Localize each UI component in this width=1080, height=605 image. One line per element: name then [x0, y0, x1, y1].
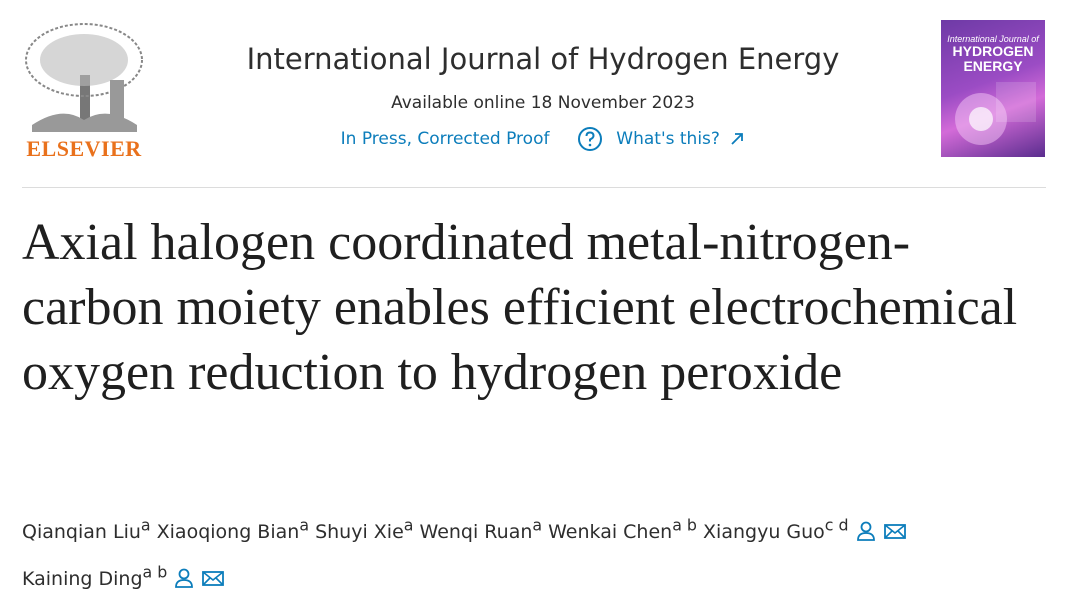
icon-part — [860, 521, 871, 533]
author-name[interactable]: Kaining Ding — [22, 567, 143, 590]
author-name[interactable]: Qianqian Liu — [22, 521, 141, 544]
author: Shuyi Xiea — [315, 516, 413, 544]
status-link[interactable]: In Press, Corrected Proof — [340, 129, 550, 149]
affiliation-marks: a b — [142, 562, 168, 582]
author-profile-icon[interactable] — [855, 520, 877, 542]
author-email-icon[interactable] — [883, 520, 907, 542]
author: Wenkai Chena b — [548, 516, 697, 544]
publisher-name: ELSEVIER — [26, 136, 142, 161]
affiliation-marks: a — [140, 516, 151, 535]
author: Kaining Dinga b — [22, 562, 225, 590]
author-list: Qianqian Liua Xiaoqiong Biana Shuyi Xiea… — [22, 506, 922, 599]
help-icon[interactable] — [577, 126, 603, 152]
article-title: Axial halogen coordinated metal-nitrogen… — [22, 214, 1018, 401]
icon-part — [178, 568, 190, 580]
icon-part — [884, 524, 906, 539]
help-link[interactable]: What's this? — [616, 129, 720, 149]
affiliation-marks: a — [532, 516, 543, 535]
icon-part — [856, 532, 875, 542]
author: Xiangyu Guoc d — [703, 516, 907, 544]
icon-part — [883, 524, 906, 540]
journal-cover[interactable]: International Journal of HYDROGEN ENERGY — [941, 20, 1045, 157]
affiliation-marks: c d — [824, 516, 849, 535]
cover-art — [955, 82, 1036, 145]
icon-part — [202, 570, 225, 586]
external-icon — [731, 133, 744, 145]
cover-line: International Journal of — [947, 34, 1039, 44]
icon-part — [175, 578, 194, 588]
author-name[interactable]: Wenqi Ruan — [419, 521, 533, 544]
affiliation-marks: a — [403, 516, 414, 535]
divider — [22, 187, 1046, 188]
affiliation-marks: a — [299, 516, 310, 535]
author: Qianqian Liua — [22, 516, 151, 544]
author-email-icon[interactable] — [201, 567, 225, 589]
affiliation-marks: a b — [672, 516, 697, 535]
author: Wenqi Ruana — [419, 516, 543, 544]
icon-part — [202, 571, 224, 586]
journal-title[interactable]: International Journal of Hydrogen Energy — [246, 42, 840, 76]
availability: Available online 18 November 2023 — [391, 93, 695, 113]
author-name[interactable]: Xiangyu Guo — [703, 521, 825, 544]
author: Xiaoqiong Biana — [156, 516, 309, 544]
author-name[interactable]: Xiaoqiong Bian — [156, 521, 300, 544]
author-profile-icon[interactable] — [173, 567, 195, 589]
cover-line: HYDROGEN — [952, 43, 1034, 59]
status-bar: In Press, Corrected Proof What's this? — [180, 126, 906, 152]
publisher-logo — [25, 23, 143, 132]
cover-line: ENERGY — [963, 58, 1023, 74]
author-name[interactable]: Wenkai Chen — [548, 521, 673, 544]
author-name[interactable]: Shuyi Xie — [315, 521, 404, 544]
